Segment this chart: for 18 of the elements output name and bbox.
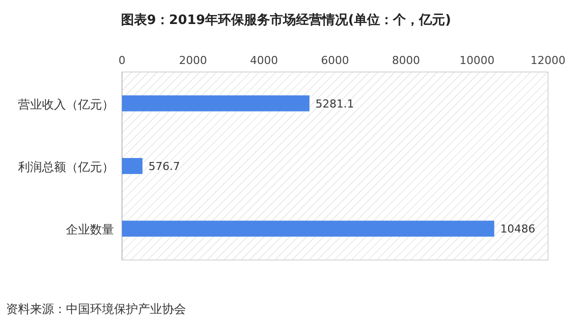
y-tick-label: 利润总额（亿元）	[18, 160, 114, 174]
bar	[122, 95, 310, 112]
data-label: 10486	[500, 222, 536, 236]
x-tick-label: 8000	[392, 54, 420, 67]
y-tick-label: 营业收入（亿元）	[18, 97, 114, 112]
x-tick-label: 6000	[321, 54, 349, 67]
data-label: 5281.1	[315, 97, 354, 110]
x-tick-label: 0	[118, 54, 126, 67]
x-tick-label: 4000	[250, 54, 278, 67]
x-tick-label: 10000	[460, 54, 494, 67]
x-tick-label: 12000	[530, 54, 566, 67]
text: 资料来源：中国环境保护产业协会	[6, 302, 186, 316]
x-tick-label: 2000	[179, 54, 207, 67]
y-tick-label: 企业数量	[66, 222, 114, 237]
bar	[122, 220, 494, 237]
chart-title: 图表9：2019年环保服务市场经营情况(单位：个，亿元)	[120, 12, 452, 28]
bar	[122, 158, 142, 174]
data-label: 576.7	[148, 160, 180, 173]
